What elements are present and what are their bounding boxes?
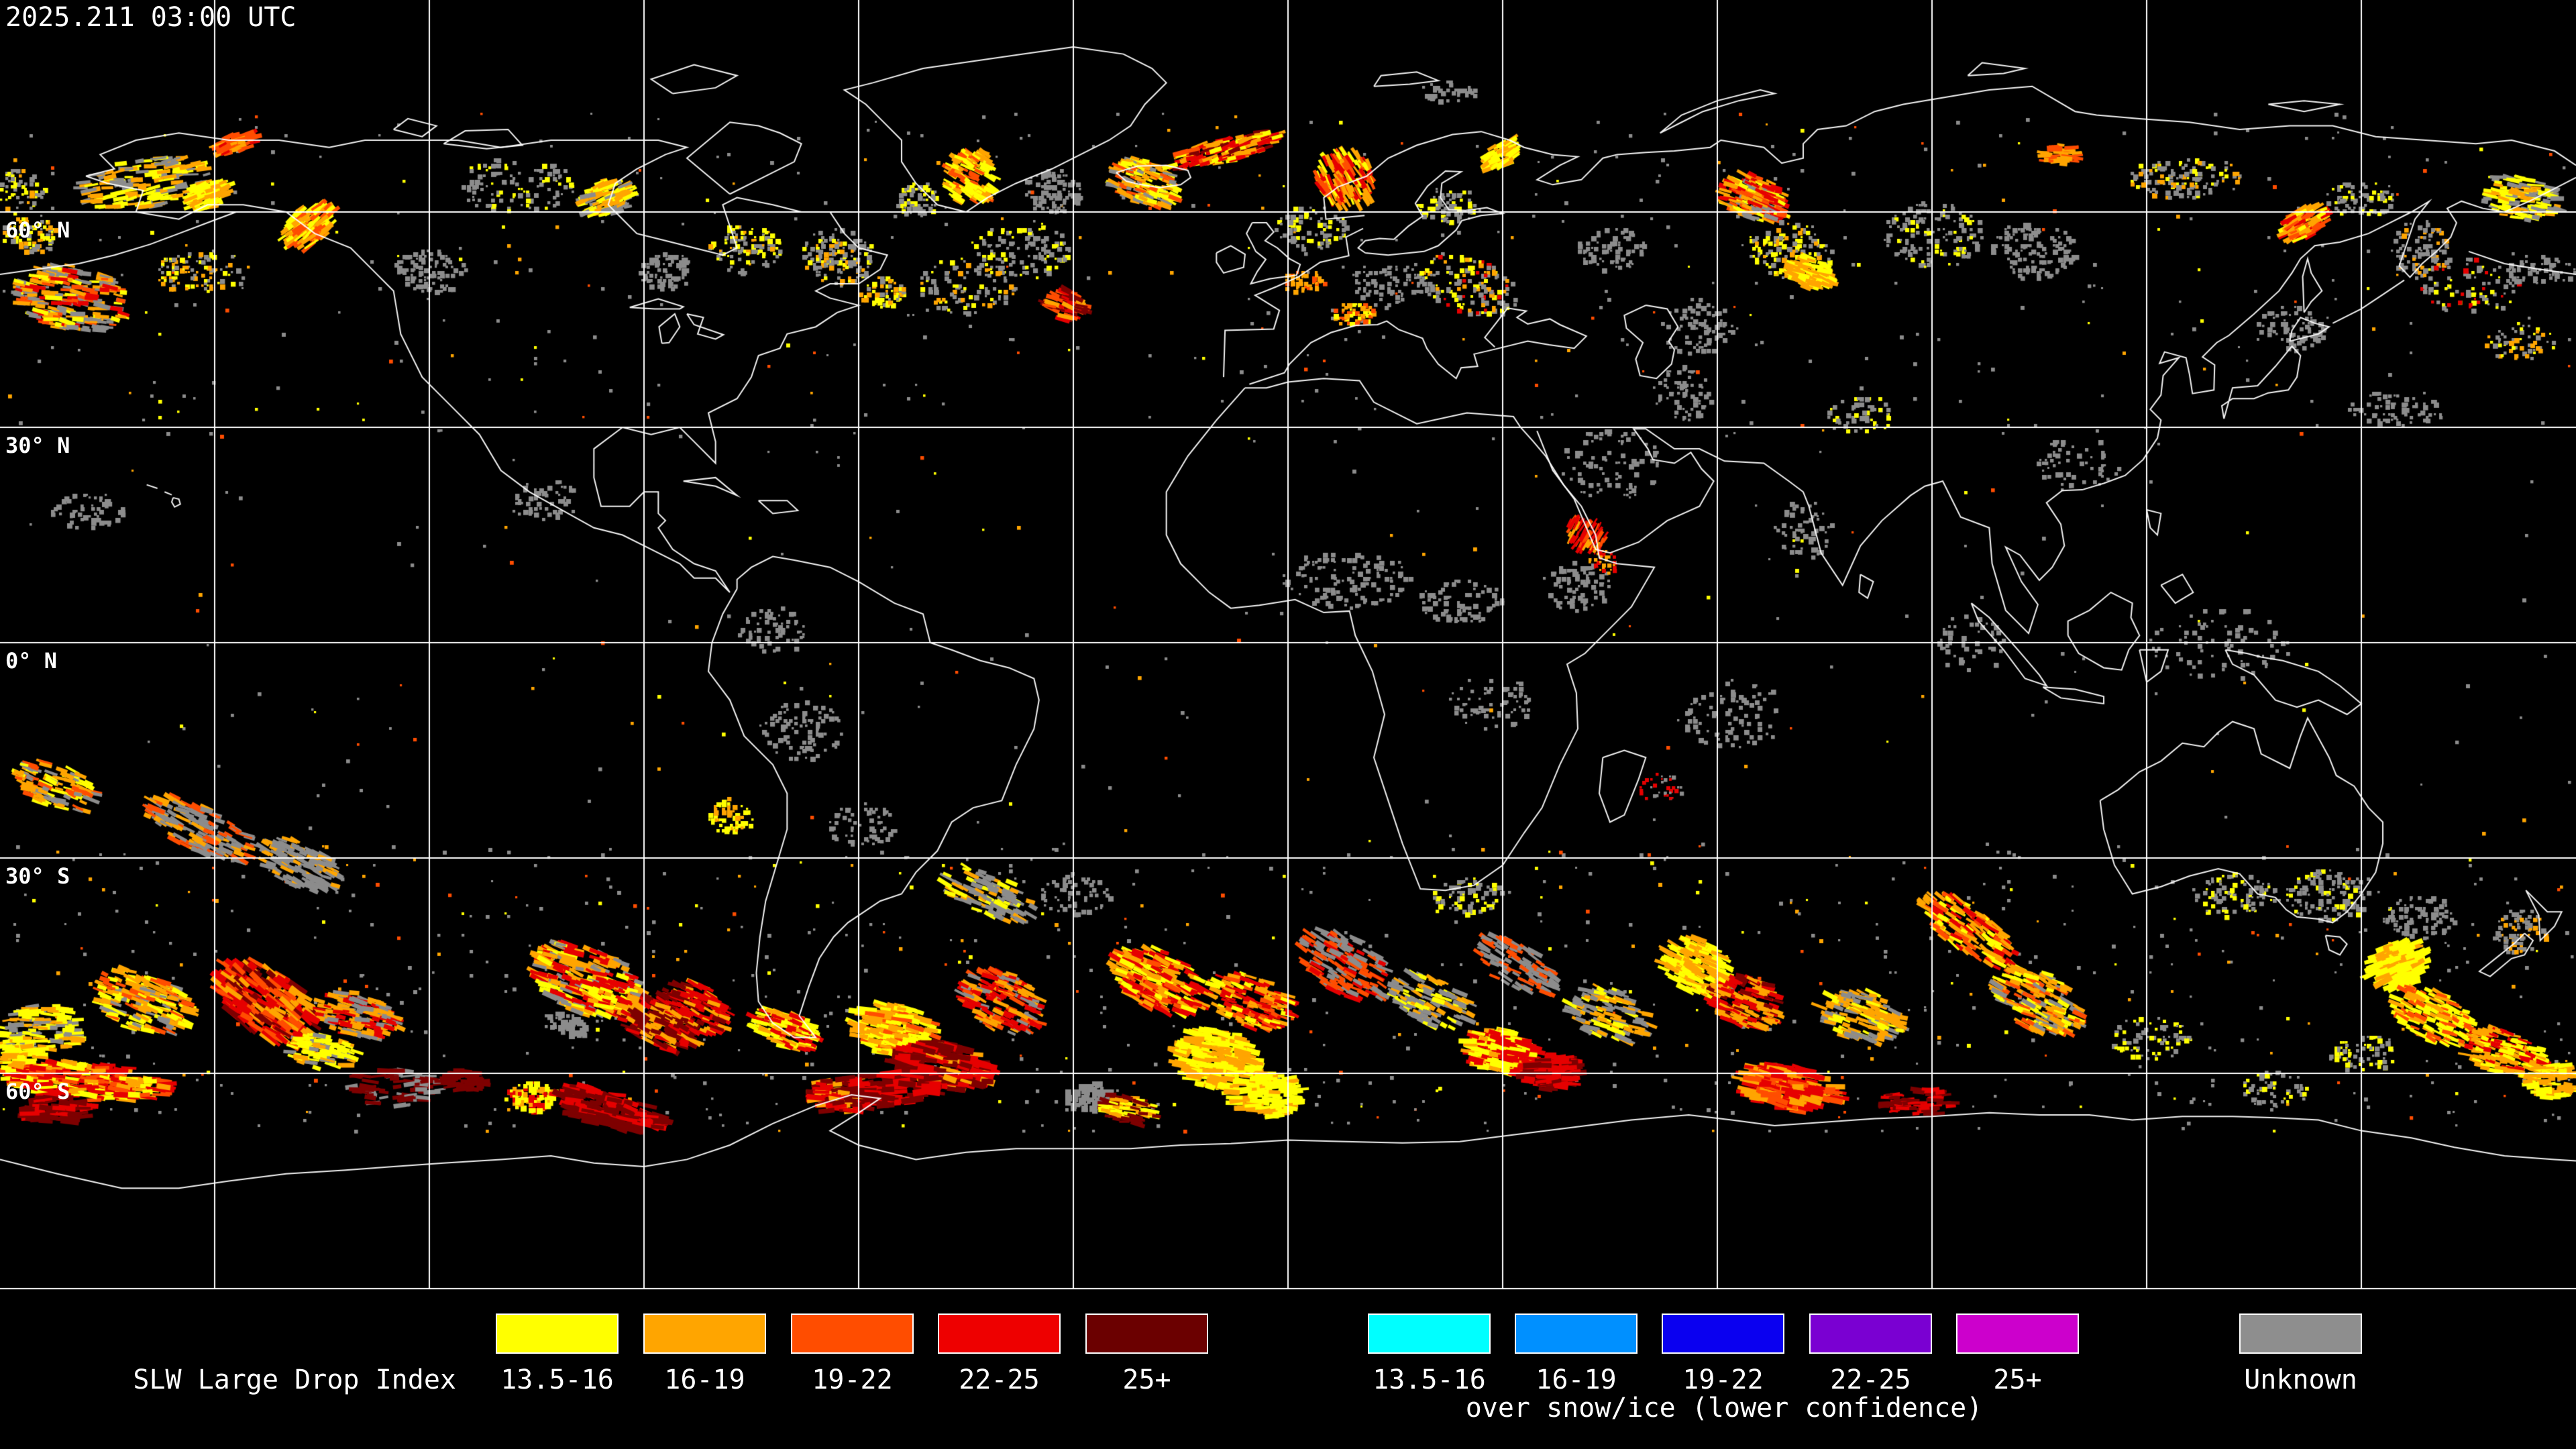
snow-legend-swatch-19-22 <box>1662 1313 1784 1354</box>
snow-ice-caption: over snow/ice (lower confidence) <box>1465 1393 1983 1424</box>
snow-legend-label-22-25: 22-25 <box>1830 1364 1911 1395</box>
legend-swatch-25plus <box>1085 1313 1208 1354</box>
legend-swatch-13.5-16 <box>496 1313 619 1354</box>
legend-label-unknown: Unknown <box>2244 1364 2357 1395</box>
snow-legend-label-13.5-16: 13.5-16 <box>1373 1364 1486 1395</box>
legend-label-22-25: 22-25 <box>959 1364 1040 1395</box>
legend-label-25plus: 25+ <box>1122 1364 1171 1395</box>
latitude-label-0n: 0° N <box>5 648 58 674</box>
legend-swatch-22-25 <box>938 1313 1061 1354</box>
snow-legend-swatch-16-19 <box>1515 1313 1638 1354</box>
latitude-label-30s: 30° S <box>5 863 70 889</box>
legend-swatch-19-22 <box>791 1313 914 1354</box>
legend-label-13.5-16: 13.5-16 <box>500 1364 614 1395</box>
snow-legend-swatch-22-25 <box>1809 1313 1932 1354</box>
legend-label-19-22: 19-22 <box>812 1364 893 1395</box>
snow-legend-swatch-13.5-16 <box>1368 1313 1491 1354</box>
legend-label-16-19: 16-19 <box>664 1364 745 1395</box>
snow-legend-label-16-19: 16-19 <box>1536 1364 1617 1395</box>
latitude-label-60s: 60° S <box>5 1079 70 1104</box>
snow-legend-label-19-22: 19-22 <box>1682 1364 1764 1395</box>
snow-legend-label-25plus: 25+ <box>1993 1364 2042 1395</box>
legend-title: SLW Large Drop Index <box>133 1364 456 1395</box>
latitude-label-60n: 60° N <box>5 217 70 243</box>
world-map-canvas <box>0 0 2576 1289</box>
legend-swatch-unknown <box>2239 1313 2362 1354</box>
legend-swatch-16-19 <box>643 1313 766 1354</box>
latitude-label-30n: 30° N <box>5 433 70 458</box>
snow-legend-swatch-25plus <box>1956 1313 2079 1354</box>
timestamp: 2025.211 03:00 UTC <box>5 2 297 33</box>
